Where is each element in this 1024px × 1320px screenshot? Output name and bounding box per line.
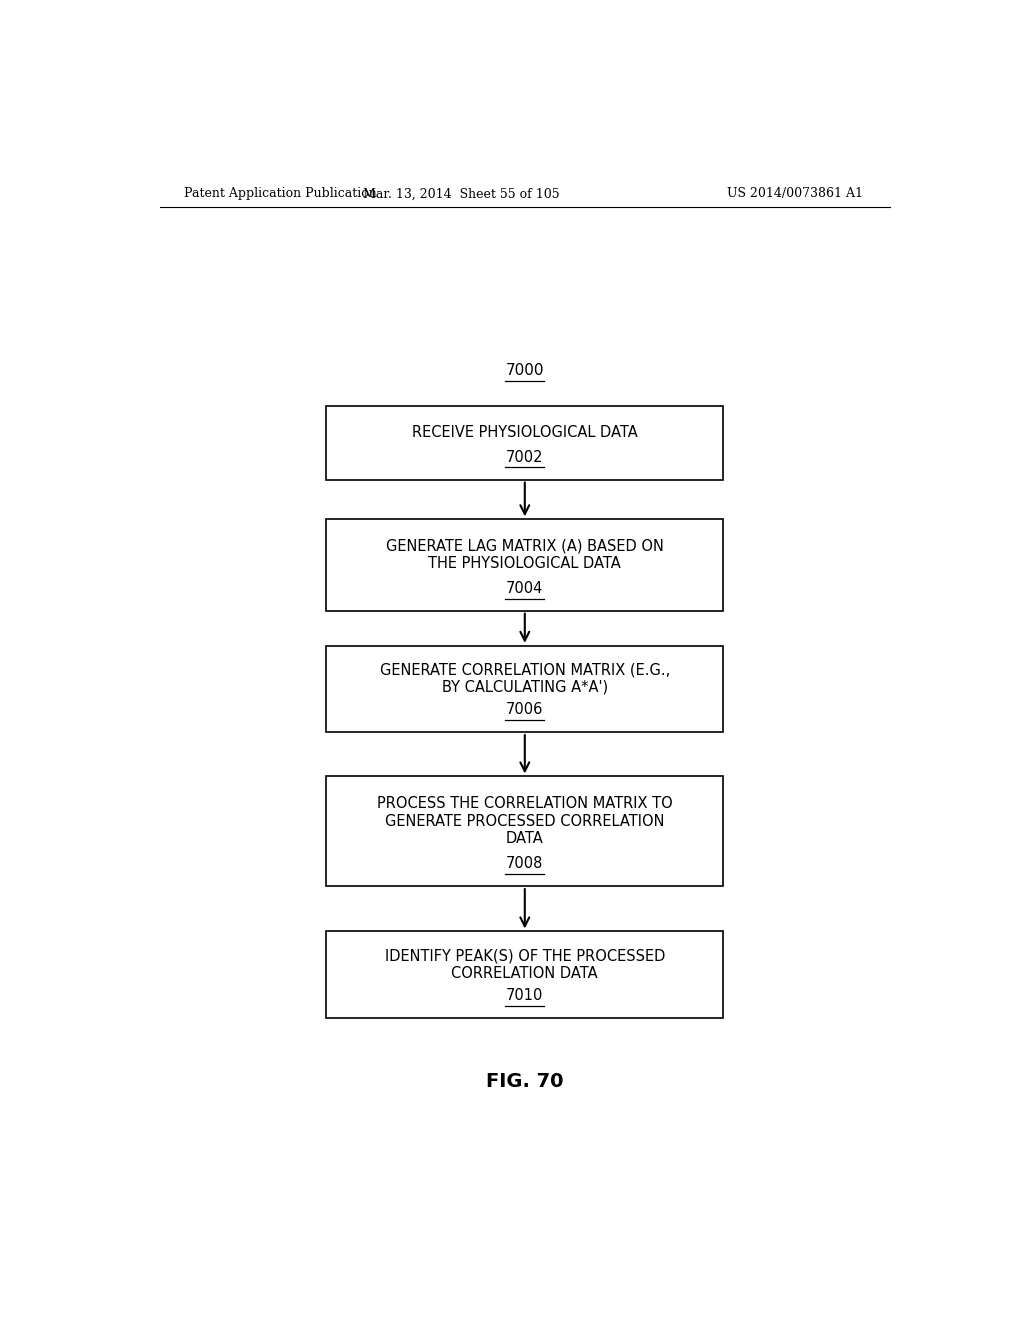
FancyBboxPatch shape xyxy=(327,932,723,1018)
Text: 7000: 7000 xyxy=(506,363,544,378)
Text: Mar. 13, 2014  Sheet 55 of 105: Mar. 13, 2014 Sheet 55 of 105 xyxy=(362,187,560,201)
Text: Patent Application Publication: Patent Application Publication xyxy=(183,187,376,201)
Text: US 2014/0073861 A1: US 2014/0073861 A1 xyxy=(727,187,862,201)
FancyBboxPatch shape xyxy=(327,407,723,479)
Text: 7006: 7006 xyxy=(506,702,544,717)
Text: FIG. 70: FIG. 70 xyxy=(486,1072,563,1090)
Text: PROCESS THE CORRELATION MATRIX TO
GENERATE PROCESSED CORRELATION
DATA: PROCESS THE CORRELATION MATRIX TO GENERA… xyxy=(377,796,673,846)
Text: GENERATE CORRELATION MATRIX (E.G.,
BY CALCULATING A*A'): GENERATE CORRELATION MATRIX (E.G., BY CA… xyxy=(380,663,670,696)
FancyBboxPatch shape xyxy=(327,519,723,611)
Text: IDENTIFY PEAK(S) OF THE PROCESSED
CORRELATION DATA: IDENTIFY PEAK(S) OF THE PROCESSED CORREL… xyxy=(385,948,665,981)
FancyBboxPatch shape xyxy=(327,776,723,886)
Text: 7002: 7002 xyxy=(506,450,544,465)
Text: 7008: 7008 xyxy=(506,857,544,871)
Text: GENERATE LAG MATRIX (A) BASED ON
THE PHYSIOLOGICAL DATA: GENERATE LAG MATRIX (A) BASED ON THE PHY… xyxy=(386,539,664,572)
Text: 7010: 7010 xyxy=(506,987,544,1003)
Text: 7004: 7004 xyxy=(506,581,544,595)
Text: RECEIVE PHYSIOLOGICAL DATA: RECEIVE PHYSIOLOGICAL DATA xyxy=(412,425,638,441)
FancyBboxPatch shape xyxy=(327,645,723,733)
